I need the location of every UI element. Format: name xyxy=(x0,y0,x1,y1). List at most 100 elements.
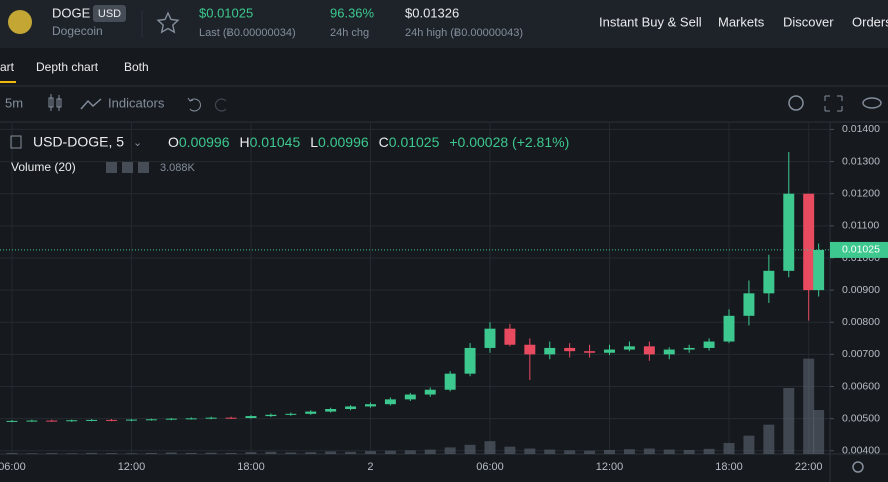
volume-bar xyxy=(345,451,357,454)
volume-bar xyxy=(86,452,98,454)
indicators[interactable]: Indicators xyxy=(108,95,165,110)
volume-legend: Volume (20) xyxy=(11,160,76,174)
volume-bar xyxy=(404,450,416,454)
volume-bar xyxy=(464,444,476,454)
volume-bar xyxy=(504,446,516,454)
volume-bar xyxy=(66,453,78,454)
candle-body xyxy=(145,419,157,421)
interval[interactable]: 5m xyxy=(5,95,23,110)
settings[interactable] xyxy=(788,95,804,111)
candle-body xyxy=(813,249,825,291)
x-tick-label: 12:00 xyxy=(118,461,146,473)
volume-bar xyxy=(285,452,297,454)
volume-bar xyxy=(305,452,317,454)
candle-body xyxy=(66,420,78,422)
candle-body xyxy=(106,419,118,421)
indicators-icon[interactable] xyxy=(80,98,102,110)
tab[interactable]: art xyxy=(0,60,15,74)
candle-body xyxy=(205,417,217,419)
change-caption: 24h chg xyxy=(330,27,369,39)
last-caption: Last (Ƀ0.00000034) xyxy=(199,27,296,39)
candle-body xyxy=(604,349,615,353)
volume-bar xyxy=(663,449,675,454)
x-tick-label: 06:00 xyxy=(476,461,504,473)
volume-bar xyxy=(484,441,496,454)
volume-bar xyxy=(643,448,655,454)
candle-body xyxy=(623,346,635,350)
undo[interactable] xyxy=(187,97,201,112)
candle-body xyxy=(464,347,476,374)
volume-bar xyxy=(6,452,18,454)
y-tick-label: 0.01400 xyxy=(842,123,880,135)
y-tick-label: 0.01300 xyxy=(842,155,880,167)
volume-bar xyxy=(365,451,376,454)
redo[interactable] xyxy=(215,98,227,112)
nav-item[interactable]: Markets xyxy=(718,14,765,29)
volume-bar xyxy=(106,453,118,454)
volume-bar xyxy=(783,388,795,454)
volume-bar xyxy=(265,451,277,454)
nav-item[interactable]: Orders xyxy=(852,14,888,29)
candle-body xyxy=(763,270,775,294)
nav-item[interactable]: Instant Buy & Sell xyxy=(599,14,702,29)
collapse-icon[interactable] xyxy=(10,135,22,149)
candle-body xyxy=(165,418,177,420)
volume-bar xyxy=(564,450,576,454)
quote: USD xyxy=(98,8,121,20)
time-settings[interactable] xyxy=(852,461,864,473)
volume-bar xyxy=(325,451,337,454)
y-tick-label: 0.00400 xyxy=(842,445,880,457)
candle-icon[interactable] xyxy=(48,94,62,111)
y-tick-label: 0.00600 xyxy=(842,380,880,392)
volume-bar xyxy=(743,435,755,454)
volume-bar xyxy=(225,452,237,454)
tab[interactable]: Depth chart xyxy=(36,60,99,74)
high-caption: 24h high (Ƀ0.00000043) xyxy=(405,27,523,39)
candle-body xyxy=(26,420,38,422)
y-tick-label: 0.00500 xyxy=(842,412,880,424)
favorite-star[interactable] xyxy=(156,11,180,34)
last-price: $0.01025 xyxy=(199,5,253,20)
candle-body xyxy=(743,293,755,316)
legend-symbol: USD-DOGE, 5 xyxy=(33,134,124,150)
x-tick-label: 18:00 xyxy=(715,461,743,473)
fullscreen[interactable] xyxy=(824,95,843,112)
top-bar xyxy=(0,0,888,48)
candle-body xyxy=(345,406,357,410)
volume-bar xyxy=(185,452,197,454)
volume-value: 3.088K xyxy=(160,162,196,174)
volume-bar xyxy=(46,453,58,454)
volume-bar xyxy=(165,452,177,454)
candle-body xyxy=(404,394,416,400)
symbol: DOGE xyxy=(52,5,91,20)
candle-body xyxy=(643,346,655,355)
tab-bar xyxy=(0,48,888,86)
volume-bar xyxy=(723,443,735,454)
x-tick-label: 22:00 xyxy=(795,461,823,473)
candle-body xyxy=(723,315,735,342)
volume-bar xyxy=(245,452,257,454)
candle-body xyxy=(285,413,297,415)
candle-body xyxy=(524,344,536,355)
candle-body xyxy=(265,414,277,417)
volume-bar xyxy=(584,450,596,454)
volume-controls[interactable] xyxy=(106,162,149,173)
volume-bar xyxy=(813,410,825,454)
candle-body xyxy=(424,389,436,395)
last-price-label: 0.01025 xyxy=(842,244,880,256)
volume-bar xyxy=(683,449,695,454)
candle-body xyxy=(803,193,815,291)
candle-body xyxy=(325,409,337,412)
y-tick-label: 0.00700 xyxy=(842,348,880,360)
nav-item[interactable]: Discover xyxy=(783,14,834,29)
tab[interactable]: Both xyxy=(124,60,149,74)
dropdown[interactable]: ⌄ xyxy=(133,137,142,149)
volume-bar xyxy=(623,449,635,454)
volume-bar xyxy=(205,452,217,454)
candle-body xyxy=(663,349,675,355)
candle-body xyxy=(225,417,237,419)
candle-body xyxy=(783,193,795,271)
visibility[interactable] xyxy=(862,97,882,109)
x-tick-label: 18:00 xyxy=(237,461,265,473)
